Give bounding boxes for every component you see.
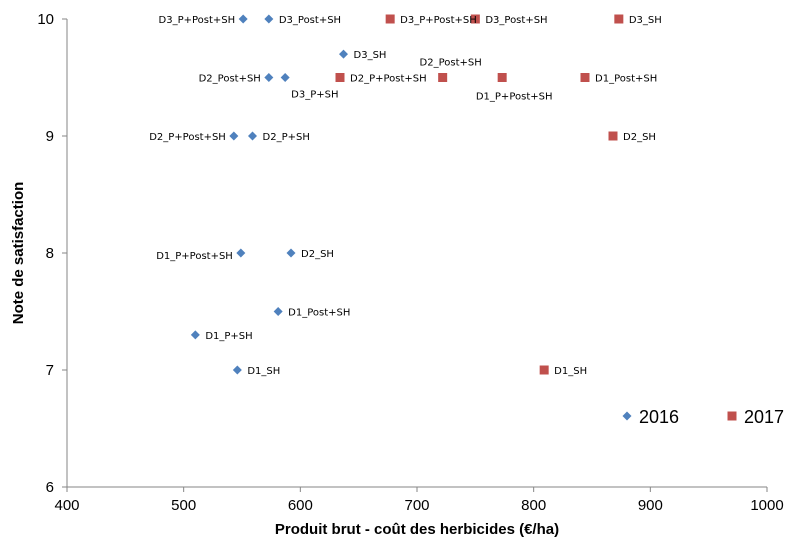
point-label: D1_P+Post+SH (156, 251, 233, 262)
y-tick-label: 8 (46, 245, 54, 262)
point-label: D1_Post+SH (288, 308, 350, 319)
point-label: D1_Post+SH (595, 74, 657, 85)
data-point-2016 (232, 365, 242, 375)
y-axis-ticks: 6 7 8 9 10 (37, 11, 67, 496)
x-tick-label: 700 (404, 497, 429, 514)
data-point-2016 (238, 14, 248, 24)
point-label: D1_SH (247, 366, 280, 377)
data-point-2016 (229, 131, 239, 141)
data-point-2016 (339, 49, 348, 59)
point-label: D2_P+Post+SH (149, 132, 226, 143)
x-axis-title: Produit brut - coût des herbicides (€/ha… (275, 521, 559, 538)
point-label: D1_SH (554, 366, 587, 377)
point-label: D2_Post+SH (199, 74, 261, 85)
data-point-2017 (539, 365, 549, 375)
x-tick-label: 800 (521, 497, 546, 514)
legend-label: 2016 (639, 407, 679, 427)
y-tick-label: 10 (37, 11, 54, 28)
point-label: D1_P+Post+SH (476, 92, 553, 103)
legend-marker-2016 (622, 411, 632, 421)
point-label: D1_P+SH (205, 331, 252, 342)
data-points (190, 14, 624, 375)
legend-marker-2017 (727, 411, 737, 421)
data-point-2017 (335, 73, 345, 82)
data-point-2016 (264, 14, 274, 24)
x-tick-label: 600 (288, 497, 313, 514)
data-point-2016 (190, 330, 200, 340)
point-label: D3_Post+SH (279, 15, 341, 26)
x-tick-label: 1000 (750, 497, 783, 514)
point-label: D3_SH (354, 50, 387, 61)
point-label: D2_P+SH (263, 132, 310, 143)
data-point-2016 (273, 307, 283, 316)
x-tick-label: 500 (171, 497, 196, 514)
data-point-2016 (286, 248, 296, 258)
point-label: D3_SH (629, 15, 662, 26)
point-label: D2_P+Post+SH (350, 74, 427, 85)
data-point-2017 (580, 73, 590, 82)
y-axis-title: Note de satisfaction (10, 182, 27, 325)
legend-label: 2017 (744, 407, 784, 427)
data-point-2016 (280, 73, 290, 82)
point-label: D3_P+Post+SH (159, 15, 236, 26)
y-tick-label: 7 (46, 362, 54, 379)
point-label: D3_Post+SH (485, 15, 547, 26)
axes: 400 500 600 700 800 900 1000 6 7 8 9 10 (37, 11, 783, 514)
data-point-2017 (385, 14, 395, 24)
point-label: D2_SH (301, 249, 334, 260)
point-labels: D3_P+Post+SH D3_Post+SH D3_SH D2_Post+SH D3_… (149, 15, 662, 377)
x-tick-label: 400 (54, 497, 79, 514)
x-tick-label: 900 (638, 497, 663, 514)
point-label: D2_Post+SH (420, 58, 482, 69)
point-label: D3_P+Post+SH (400, 15, 477, 26)
legend: 2016 2017 (622, 407, 784, 427)
y-tick-label: 6 (46, 479, 54, 496)
y-tick-label: 9 (46, 128, 54, 145)
point-label: D3_P+SH (291, 90, 338, 101)
data-point-2017 (470, 14, 480, 24)
point-label: D2_SH (623, 132, 656, 143)
data-point-2017 (438, 73, 448, 82)
data-point-2016 (236, 248, 246, 258)
x-axis-ticks: 400 500 600 700 800 900 1000 (54, 487, 784, 514)
data-point-2017 (497, 73, 507, 82)
data-point-2017 (608, 131, 618, 141)
data-point-2016 (264, 73, 274, 82)
data-point-2017 (614, 14, 624, 24)
data-point-2016 (248, 131, 257, 141)
